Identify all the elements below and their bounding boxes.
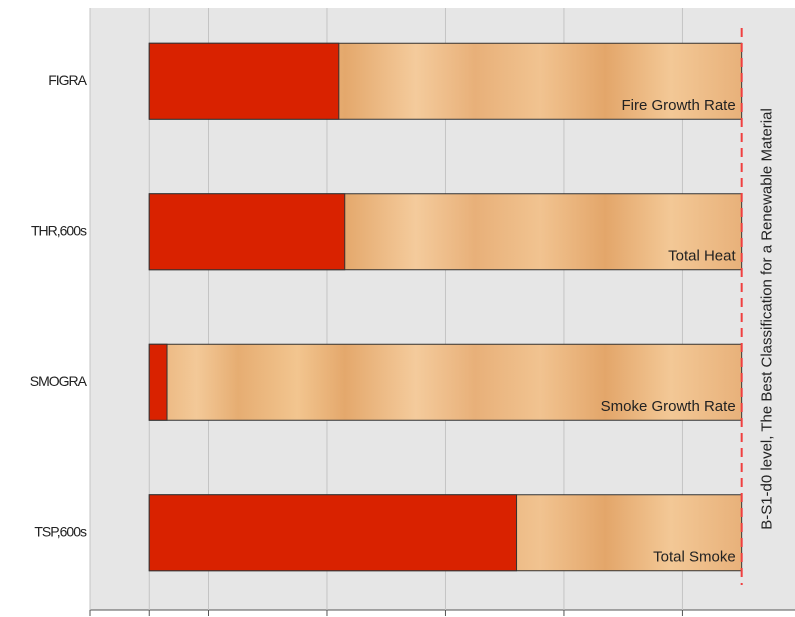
bar-label: Total Heat xyxy=(668,248,736,265)
bar xyxy=(149,194,345,270)
bar-label: Smoke Growth Rate xyxy=(601,398,736,415)
page: FIGRA Fire Growth Rate THR,600s Total Heat S… xyxy=(0,0,795,617)
chart: FIGRA Fire Growth Rate THR,600s Total Heat S… xyxy=(0,0,795,617)
limit-label: B-S1-d0 level, The Best Classification f… xyxy=(759,108,776,530)
y-tick-label: SMOGRA xyxy=(30,373,88,389)
y-tick-label: TSP,600s xyxy=(34,523,87,539)
y-tick-label: THR,600s xyxy=(31,222,87,238)
bar-label: Total Smoke xyxy=(653,549,736,566)
bar xyxy=(149,495,516,571)
y-tick-label: FIGRA xyxy=(48,72,87,88)
bar xyxy=(149,344,167,420)
bar-label: Fire Growth Rate xyxy=(621,97,735,114)
bar xyxy=(149,43,339,119)
